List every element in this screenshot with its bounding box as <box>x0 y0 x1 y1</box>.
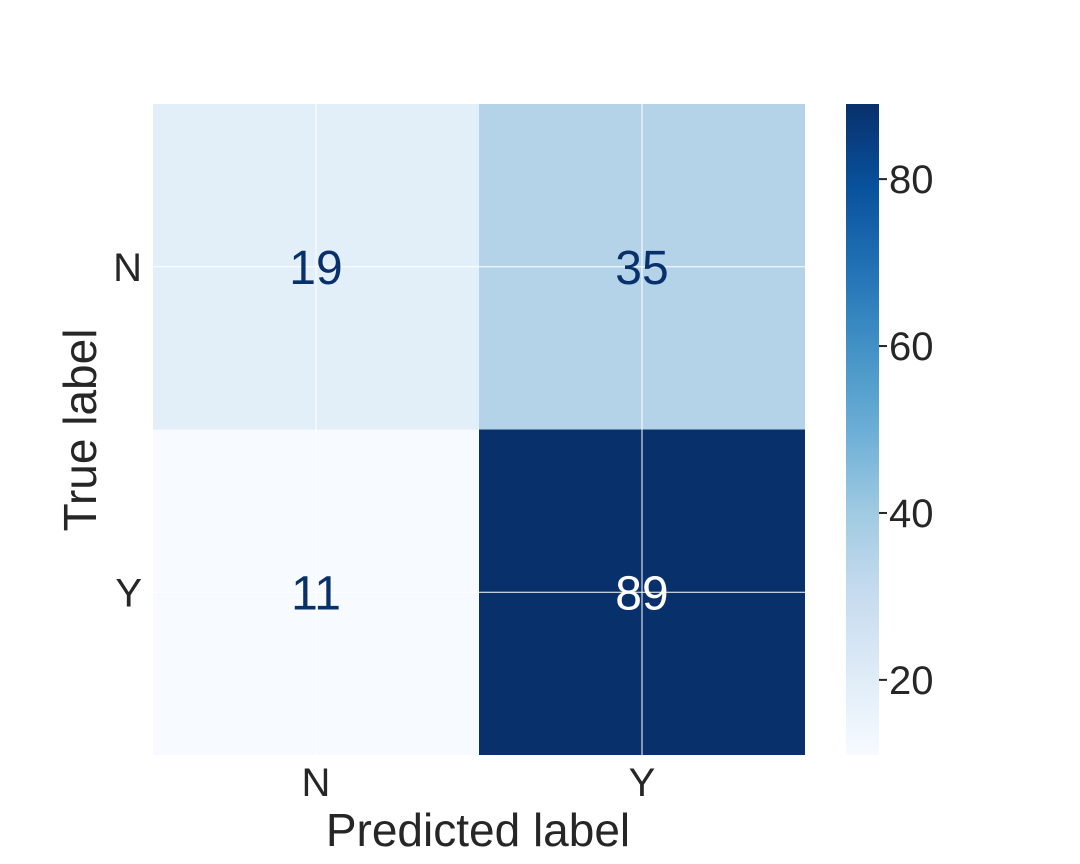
x-tick-label: N <box>302 761 331 805</box>
x-axis-label: Predicted label <box>326 804 630 856</box>
heatmap-gridlines <box>153 104 805 755</box>
colorbar <box>846 104 879 755</box>
colorbar-tick-label: 80 <box>889 158 934 202</box>
cell-value-label: 11 <box>291 567 341 620</box>
cell-value-label: 89 <box>615 567 668 620</box>
cell-value-labels: 19 35 11 89 <box>289 242 668 621</box>
x-tick-label: Y <box>629 761 656 805</box>
colorbar-tick-label: 40 <box>889 492 934 536</box>
heatmap-cells <box>153 104 805 755</box>
colorbar-tick-label: 60 <box>889 325 934 369</box>
cell-value-label: 35 <box>615 242 668 295</box>
colorbar-ticks: 20 40 60 80 <box>879 158 934 703</box>
y-axis-ticks: NY <box>113 246 142 616</box>
y-axis-label: True label <box>54 329 106 532</box>
colorbar-tick-label: 20 <box>889 659 934 703</box>
y-tick-label: Y <box>115 571 142 615</box>
cell-value-label: 19 <box>289 242 342 295</box>
y-tick-label: N <box>113 246 142 290</box>
